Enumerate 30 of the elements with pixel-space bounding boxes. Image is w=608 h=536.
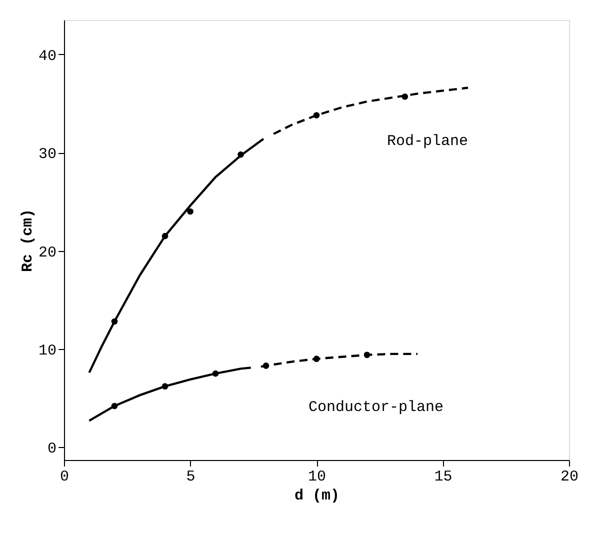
point (162, 383, 168, 390)
y-tick-label: 40 (38, 48, 56, 65)
point (313, 356, 320, 362)
x-tick-label: 10 (308, 468, 326, 486)
text: Rod-plane (386, 132, 468, 150)
x-axis-title: d (m) (294, 488, 340, 504)
y-axis-title: Rc (cm) (19, 208, 36, 272)
line-series (88, 138, 265, 374)
line-series (260, 352, 419, 368)
x-tick-label: 5 (186, 468, 196, 486)
point (111, 318, 118, 325)
x-tick-label: 0 (60, 468, 70, 486)
point (262, 362, 270, 369)
point (212, 370, 219, 377)
x-tick-label: 15 (434, 468, 452, 486)
point (313, 112, 320, 118)
point (238, 151, 244, 158)
y-tick-label: 20 (38, 244, 56, 262)
point (162, 232, 168, 240)
point (402, 93, 408, 100)
point (111, 402, 118, 410)
point (187, 208, 194, 215)
x-tick-label: 20 (560, 468, 579, 486)
line-series (88, 366, 252, 422)
line-series (272, 86, 470, 136)
y-tick-label: 10 (38, 342, 56, 360)
point (364, 352, 370, 358)
y-tick-label: 30 (38, 146, 56, 164)
text: Conductor-plane (308, 398, 444, 416)
y-tick-label: 0 (47, 440, 56, 458)
